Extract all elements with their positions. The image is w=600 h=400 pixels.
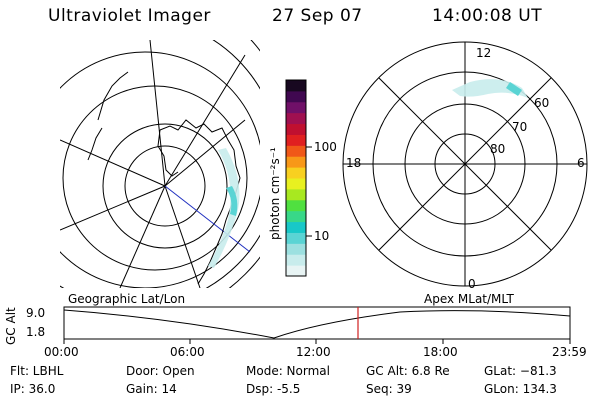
timeline-x-tick-2359: 23:59 bbox=[552, 345, 587, 359]
mlt-label-0: 0 bbox=[468, 277, 476, 291]
instrument-title: Ultraviolet Imager bbox=[48, 6, 211, 26]
timeline-x-tick-1800: 18:00 bbox=[423, 345, 458, 359]
colorbar-band bbox=[286, 145, 306, 157]
apex-panel-label: Apex MLat/MLT bbox=[424, 292, 514, 306]
dsp-info: Dsp: -5.5 bbox=[246, 382, 301, 396]
colorbar-tick-100: 100 bbox=[314, 140, 337, 154]
timeline-y-tick-max: 9.0 bbox=[26, 306, 46, 320]
glon-info: GLon: 134.3 bbox=[484, 382, 557, 396]
timeline-x-tick-0600: 06:00 bbox=[170, 345, 205, 359]
colorbar-tick-10: 10 bbox=[314, 229, 330, 243]
colorbar-band bbox=[286, 221, 306, 233]
mlat-label-60: 60 bbox=[534, 96, 550, 110]
colorbar-band bbox=[286, 123, 306, 135]
colorbar-band bbox=[286, 134, 306, 146]
mlt-label-6: 6 bbox=[577, 156, 585, 170]
mode-info: Mode: Normal bbox=[246, 364, 330, 378]
glat-info: GLat: −81.3 bbox=[484, 364, 557, 378]
gc-alt-info: GC Alt: 6.8 Re bbox=[366, 364, 450, 378]
colorbar-band bbox=[286, 265, 306, 277]
timeline-y-label: GC Alt bbox=[4, 307, 18, 345]
colorbar-band bbox=[286, 243, 306, 255]
time-label: 14:00:08 UT bbox=[432, 6, 543, 26]
ip-info: IP: 36.0 bbox=[10, 382, 56, 396]
colorbar-band bbox=[286, 178, 306, 190]
colorbar-band bbox=[286, 101, 306, 114]
mlt-label-12: 12 bbox=[476, 46, 492, 60]
door-info: Door: Open bbox=[126, 364, 195, 378]
date-label: 27 Sep 07 bbox=[272, 6, 363, 26]
colorbar-band bbox=[286, 90, 306, 103]
mlat-label-80: 80 bbox=[490, 142, 506, 156]
colorbar-band bbox=[286, 199, 306, 212]
colorbar-band bbox=[286, 80, 306, 92]
colorbar-band bbox=[286, 210, 306, 223]
colorbar-band bbox=[286, 167, 306, 179]
filter-info: Flt: LBHL bbox=[10, 364, 64, 378]
geo-panel-label: Geographic Lat/Lon bbox=[68, 292, 186, 306]
mlt-label-18: 18 bbox=[346, 156, 362, 170]
timeline-x-tick-1200: 12:00 bbox=[296, 345, 331, 359]
timeline-x-tick-0000: 00:00 bbox=[44, 345, 79, 359]
colorbar-band bbox=[286, 232, 306, 244]
timeline-y-tick-min: 1.8 bbox=[26, 325, 46, 339]
colorbar-band bbox=[286, 112, 306, 125]
colorbar-band bbox=[286, 156, 306, 168]
seq-info: Seq: 39 bbox=[366, 382, 412, 396]
mlat-label-70: 70 bbox=[512, 120, 528, 134]
colorbar-band bbox=[286, 188, 306, 201]
gain-info: Gain: 14 bbox=[126, 382, 177, 396]
colorbar-band bbox=[286, 254, 306, 266]
